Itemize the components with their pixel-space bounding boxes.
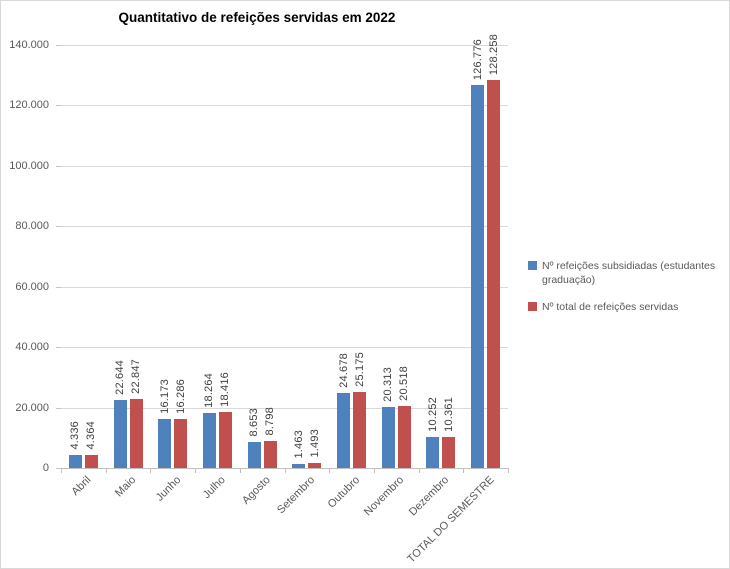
bar-total-3 <box>219 412 232 468</box>
y-gridline <box>61 226 508 227</box>
y-axis-tick <box>56 287 61 288</box>
bar-total-4 <box>264 441 277 468</box>
x-axis-tick <box>240 469 241 473</box>
bar-subsidized-3 <box>203 413 216 468</box>
y-gridline <box>61 287 508 288</box>
bar-subsidized-6 <box>337 393 350 468</box>
y-axis-tick <box>56 105 61 106</box>
y-axis-tick <box>56 468 61 469</box>
x-axis-line <box>61 468 509 469</box>
x-axis-tick <box>374 469 375 473</box>
x-axis-category-label: Maio <box>113 474 139 500</box>
data-label: 10.252 <box>427 397 439 432</box>
x-axis-tick <box>285 469 286 473</box>
data-label: 8.798 <box>264 407 276 436</box>
x-axis-category-label: Abril <box>69 474 94 499</box>
y-axis-tick <box>56 226 61 227</box>
bar-subsidized-0 <box>69 455 82 468</box>
x-axis-category-label: Junho <box>153 474 184 504</box>
data-label: 20.518 <box>398 366 410 401</box>
data-label: 18.416 <box>219 372 231 407</box>
x-axis-tick <box>106 469 107 473</box>
x-axis-tick <box>419 469 420 473</box>
data-label: 10.361 <box>443 397 455 432</box>
x-axis-category-label: Novembro <box>362 474 407 519</box>
y-gridline <box>61 45 508 46</box>
data-label: 8.653 <box>248 408 260 437</box>
x-axis-category-label: Julho <box>200 474 228 502</box>
x-axis-category-label: Setembro <box>275 474 318 517</box>
legend-label: Nº total de refeições servidas <box>542 301 679 313</box>
x-axis-tick <box>150 469 151 473</box>
data-label: 128.258 <box>488 33 500 75</box>
data-label: 24.678 <box>338 353 350 388</box>
bar-subsidized-8 <box>426 437 439 468</box>
data-label: 22.847 <box>130 359 142 394</box>
bar-total-2 <box>174 419 187 468</box>
bar-total-0 <box>85 455 98 468</box>
bar-total-6 <box>353 392 366 468</box>
legend: Nº refeições subsidiadas (estudantes gra… <box>528 259 726 327</box>
bar-subsidized-4 <box>248 442 261 468</box>
y-axis-tick-label: 20.000 <box>15 402 49 414</box>
y-axis-tick-label: 140.000 <box>9 39 49 51</box>
y-axis-tick <box>56 166 61 167</box>
bar-subsidized-7 <box>382 407 395 468</box>
x-axis-tick <box>463 469 464 473</box>
y-axis-tick <box>56 347 61 348</box>
bar-subsidized-5 <box>292 464 305 468</box>
data-label: 20.313 <box>382 367 394 402</box>
data-label: 18.264 <box>203 373 215 408</box>
x-axis-category-label: Dezembro <box>407 474 452 519</box>
legend-swatch-icon <box>528 302 537 311</box>
data-label: 4.364 <box>85 421 97 450</box>
y-axis-tick-label: 100.000 <box>9 160 49 172</box>
y-axis-tick-label: 120.000 <box>9 99 49 111</box>
legend-swatch-icon <box>528 261 537 270</box>
data-label: 22.644 <box>114 360 126 395</box>
y-gridline <box>61 347 508 348</box>
bar-total-7 <box>398 406 411 468</box>
legend-item-total: Nº total de refeições servidas <box>528 300 726 314</box>
bar-subsidized-1 <box>114 400 127 468</box>
legend-label: Nº refeições subsidiadas (estudantes gra… <box>542 260 716 286</box>
data-label: 16.173 <box>159 379 171 414</box>
y-axis-tick-label: 40.000 <box>15 341 49 353</box>
bar-total-5 <box>308 463 321 468</box>
x-axis-tick <box>61 469 62 473</box>
data-label: 16.286 <box>175 379 187 414</box>
data-label: 126.776 <box>472 38 484 80</box>
y-axis-tick <box>56 408 61 409</box>
data-label: 1.493 <box>309 429 321 458</box>
y-gridline <box>61 408 508 409</box>
y-gridline <box>61 166 508 167</box>
x-axis-tick <box>195 469 196 473</box>
y-axis-tick <box>56 45 61 46</box>
bar-subsidized-9 <box>471 85 484 468</box>
bar-total-8 <box>442 437 455 468</box>
legend-item-subsidized: Nº refeições subsidiadas (estudantes gra… <box>528 259 726 287</box>
bar-subsidized-2 <box>158 419 171 468</box>
data-label: 4.336 <box>69 421 81 450</box>
bar-total-1 <box>130 399 143 468</box>
x-axis-category-label: Agosto <box>239 474 273 507</box>
x-axis-category-label: TOTAL DO SEMESTRE <box>405 474 497 566</box>
data-label: 25.175 <box>354 352 366 387</box>
y-axis-tick-label: 60.000 <box>15 281 49 293</box>
chart-title: Quantitativo de refeições servidas em 20… <box>118 10 396 25</box>
y-axis-tick-label: 80.000 <box>15 220 49 232</box>
y-axis-tick-label: 0 <box>42 462 49 474</box>
data-label: 1.463 <box>293 430 305 459</box>
x-axis-tick <box>508 469 509 473</box>
x-axis-category-label: Outubro <box>325 474 363 511</box>
bar-total-9 <box>487 80 500 468</box>
x-axis-tick <box>329 469 330 473</box>
y-gridline <box>61 105 508 106</box>
